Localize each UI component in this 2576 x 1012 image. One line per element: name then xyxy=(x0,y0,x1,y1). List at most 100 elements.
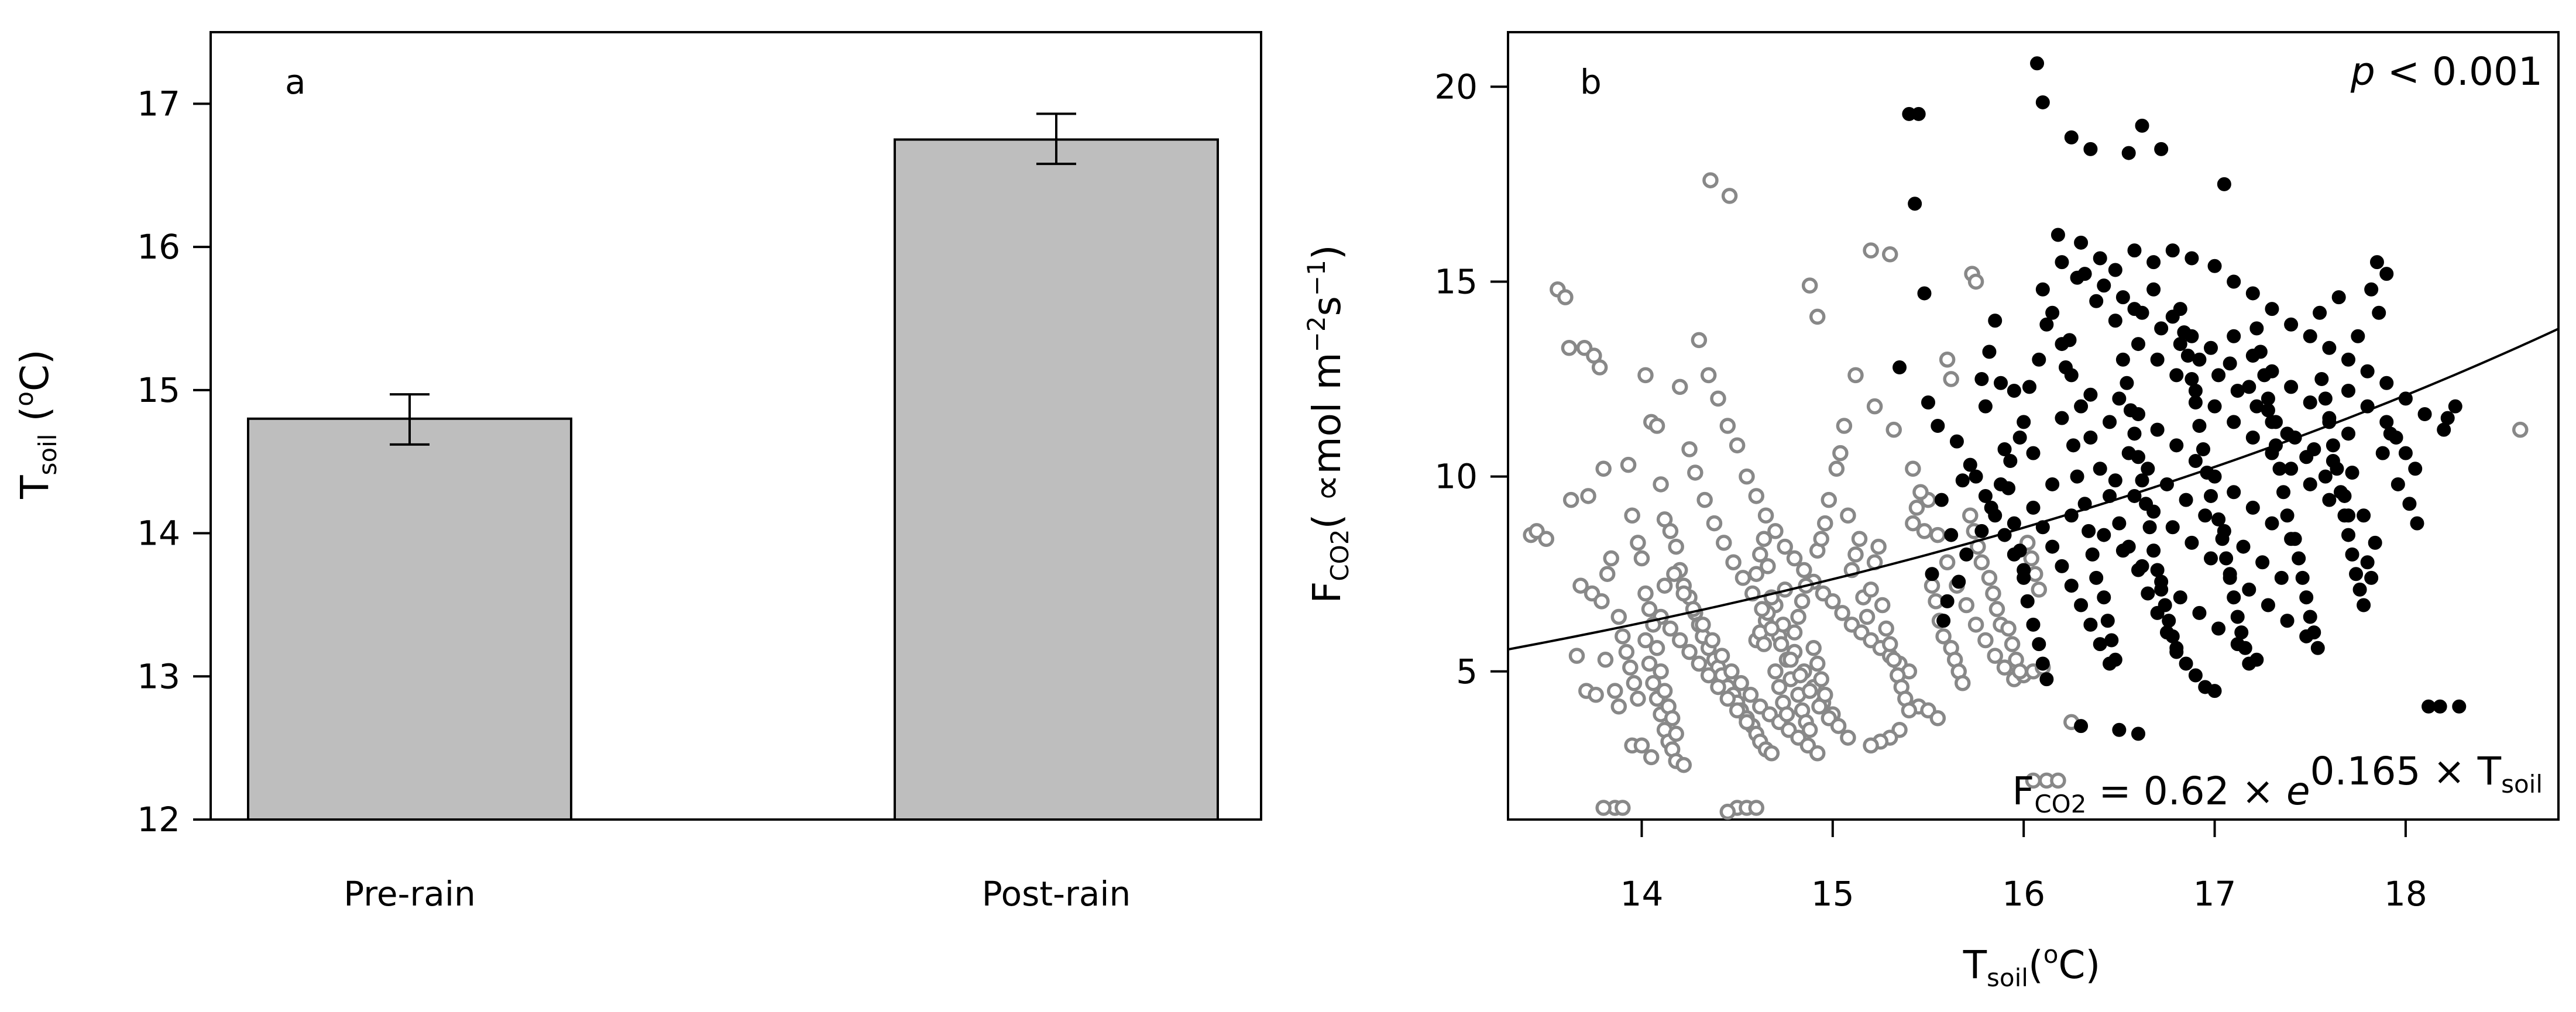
point-post-rain xyxy=(2196,442,2210,456)
point-post-rain xyxy=(2341,384,2355,398)
point-post-rain xyxy=(2314,372,2329,387)
point-pre-rain xyxy=(1721,188,1738,204)
point-pre-rain xyxy=(1905,515,1921,532)
point-post-rain xyxy=(2417,407,2432,422)
point-post-rain xyxy=(2265,516,2279,531)
x-tick-label: 18 xyxy=(2384,874,2427,914)
point-post-rain xyxy=(2064,579,2079,593)
point-post-rain xyxy=(2169,368,2184,383)
point-post-rain xyxy=(2211,621,2226,636)
point-post-rain xyxy=(2261,391,2275,406)
point-pre-rain xyxy=(1733,675,1749,691)
point-pre-rain xyxy=(1817,687,1833,703)
point-pre-rain xyxy=(1691,655,1708,672)
point-pre-rain xyxy=(1562,491,1579,508)
point-post-rain xyxy=(2012,430,2027,445)
point-post-rain xyxy=(2318,469,2333,484)
point-pre-rain xyxy=(1641,601,1658,617)
point-pre-rain xyxy=(1648,418,1665,434)
point-pre-rain xyxy=(1637,632,1654,649)
point-post-rain xyxy=(2249,652,2264,667)
point-pre-rain xyxy=(1739,714,1755,731)
point-pre-rain xyxy=(1668,725,1684,742)
point-pre-rain xyxy=(1729,437,1746,454)
point-pre-rain xyxy=(1595,800,1612,816)
point-pre-rain xyxy=(1662,523,1679,539)
point-pre-rain xyxy=(1607,683,1623,699)
y-axis: 12 13 14 15 16 17 xyxy=(137,84,211,839)
point-pre-rain xyxy=(1671,632,1688,649)
point-pre-rain xyxy=(1713,648,1730,664)
point-post-rain xyxy=(2185,372,2199,387)
point-pre-rain xyxy=(1615,628,1631,645)
point-post-rain xyxy=(2026,617,2041,632)
point-post-rain xyxy=(2341,352,2355,367)
point-post-rain xyxy=(2360,555,2375,570)
point-post-rain xyxy=(2188,395,2203,410)
point-pre-rain xyxy=(1756,531,1773,547)
point-pre-rain xyxy=(1760,558,1776,574)
point-post-rain xyxy=(2055,559,2069,573)
point-pre-rain xyxy=(1767,523,1784,539)
point-post-rain xyxy=(2188,453,2203,468)
point-post-rain xyxy=(2207,684,2222,698)
point-post-rain xyxy=(2055,255,2069,270)
point-post-rain xyxy=(2083,142,2098,156)
point-post-rain xyxy=(2352,582,2367,597)
point-pre-rain xyxy=(1767,663,1784,680)
point-post-rain xyxy=(2207,399,2222,414)
point-pre-rain xyxy=(1725,554,1742,570)
point-post-rain xyxy=(2227,274,2241,289)
point-pre-rain xyxy=(1790,608,1806,625)
point-post-rain xyxy=(2265,302,2279,316)
point-post-rain xyxy=(2135,118,2149,133)
point-pre-rain xyxy=(1752,546,1768,563)
point-post-rain xyxy=(1892,360,1907,375)
point-post-rain xyxy=(2103,415,2117,429)
point-post-rain xyxy=(2372,305,2386,320)
point-post-rain xyxy=(2093,462,2107,476)
point-post-rain xyxy=(2345,465,2359,480)
point-post-rain xyxy=(2284,380,2299,394)
point-post-rain xyxy=(1988,314,2003,328)
point-post-rain xyxy=(2223,356,2237,371)
point-post-rain xyxy=(2070,270,2084,285)
point-post-rain xyxy=(2274,570,2289,585)
point-pre-rain xyxy=(2000,620,2017,637)
point-pre-rain xyxy=(1615,800,1631,816)
bar-pre-rain xyxy=(247,417,572,821)
point-post-rain xyxy=(2169,438,2184,453)
point-post-rain xyxy=(2452,699,2467,714)
point-pre-rain xyxy=(1985,585,2001,602)
point-post-rain xyxy=(1994,376,2008,390)
point-post-rain xyxy=(2198,508,2213,523)
point-post-rain xyxy=(2185,329,2199,343)
point-pre-rain xyxy=(1664,710,1681,727)
point-post-rain xyxy=(1982,345,1997,359)
point-post-rain xyxy=(2292,551,2306,566)
point-post-rain xyxy=(2349,567,2364,581)
point-pre-rain xyxy=(1981,570,1998,586)
point-post-rain xyxy=(1963,457,1977,472)
point-pre-rain xyxy=(1637,585,1654,602)
point-pre-rain xyxy=(1813,531,1829,547)
point-pre-rain xyxy=(2011,663,2028,680)
point-post-rain xyxy=(2230,637,2245,652)
point-pre-rain xyxy=(1821,491,1837,508)
point-post-rain xyxy=(2142,520,2157,535)
point-post-rain xyxy=(2211,368,2226,383)
point-post-rain xyxy=(2207,259,2222,273)
point-pre-rain xyxy=(1729,702,1746,719)
point-pre-rain xyxy=(2023,550,2039,567)
point-post-rain xyxy=(2284,317,2299,332)
p-value: p < 0.001 xyxy=(2350,49,2543,94)
point-post-rain xyxy=(2369,255,2384,270)
point-pre-rain xyxy=(1706,515,1723,532)
point-pre-rain xyxy=(1929,710,1946,727)
point-post-rain xyxy=(2165,309,2180,324)
point-post-rain xyxy=(2268,415,2283,429)
point-post-rain xyxy=(1931,419,1945,433)
point-pre-rain xyxy=(1572,577,1589,594)
point-pre-rain xyxy=(1863,737,1879,754)
point-pre-rain xyxy=(1588,687,1604,703)
